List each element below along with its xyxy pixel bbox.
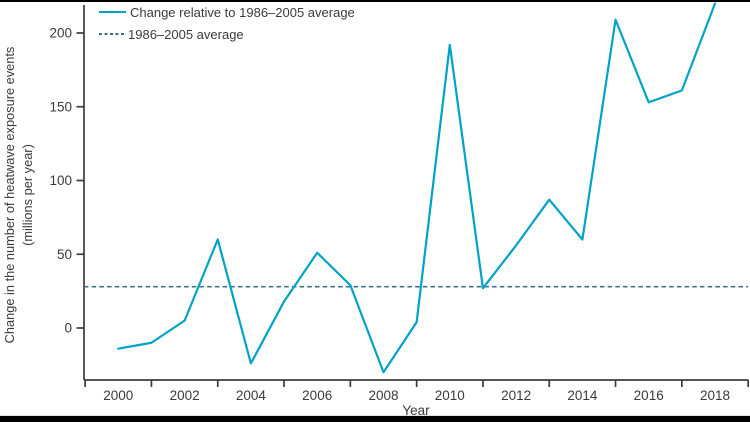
y-tick-label: 100 bbox=[49, 173, 72, 188]
y-tick-label: 150 bbox=[49, 99, 72, 114]
legend-item-average: 1986–2005 average bbox=[99, 23, 355, 45]
x-axis-title: Year bbox=[402, 403, 430, 418]
x-tick-label: 2006 bbox=[302, 388, 332, 403]
x-tick-label: 2008 bbox=[368, 388, 398, 403]
legend-label-average: 1986–2005 average bbox=[128, 26, 244, 42]
legend-item-series: Change relative to 1986–2005 average bbox=[99, 1, 355, 23]
x-tick-label: 2010 bbox=[435, 388, 465, 403]
top-border-bar bbox=[0, 0, 750, 2]
x-tick-label: 2018 bbox=[700, 388, 730, 403]
x-tick-label: 2002 bbox=[170, 388, 200, 403]
bottom-border-bar bbox=[0, 415, 750, 422]
series-line bbox=[117, 2, 717, 374]
legend: Change relative to 1986–2005 average 198… bbox=[99, 1, 355, 45]
y-tick-label: 50 bbox=[57, 247, 72, 262]
average-line-swatch bbox=[99, 33, 124, 35]
x-tick-label: 2014 bbox=[567, 388, 598, 403]
x-tick-label: 2016 bbox=[634, 388, 664, 403]
series-line-swatch bbox=[99, 10, 126, 14]
x-tick-label: 2000 bbox=[103, 388, 133, 403]
y-tick-label: 0 bbox=[64, 321, 72, 336]
y-tick-label: 200 bbox=[49, 26, 72, 41]
x-tick-label: 2012 bbox=[501, 388, 531, 403]
x-tick-label: 2004 bbox=[236, 388, 267, 403]
legend-label-series: Change relative to 1986–2005 average bbox=[130, 4, 355, 20]
